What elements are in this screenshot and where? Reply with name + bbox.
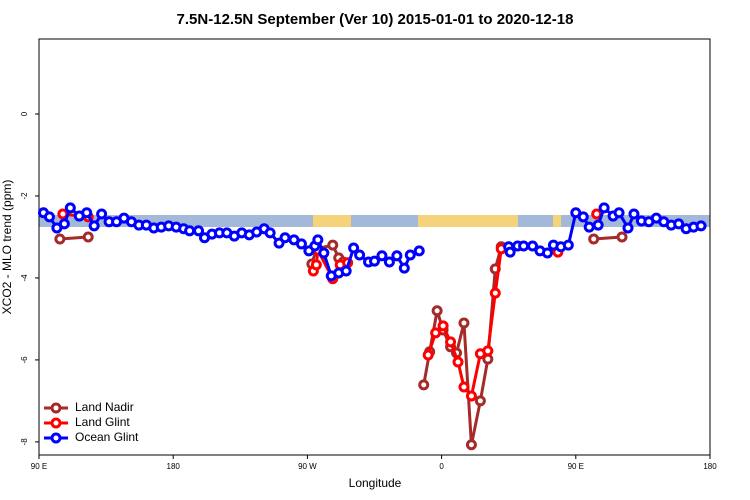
point bbox=[264, 227, 276, 239]
point bbox=[628, 208, 640, 220]
point bbox=[54, 233, 66, 245]
point bbox=[673, 218, 685, 230]
point bbox=[431, 305, 443, 317]
point bbox=[383, 256, 395, 268]
point bbox=[422, 349, 434, 361]
point bbox=[88, 220, 100, 232]
point bbox=[318, 247, 330, 259]
point bbox=[437, 320, 449, 332]
point bbox=[504, 246, 516, 258]
point bbox=[312, 234, 324, 246]
point bbox=[465, 390, 477, 402]
legend-label: Land Glint bbox=[75, 415, 130, 429]
legend-marker bbox=[50, 417, 62, 429]
point bbox=[327, 239, 339, 251]
point bbox=[376, 250, 388, 262]
point bbox=[58, 218, 70, 230]
point bbox=[562, 239, 574, 251]
point bbox=[404, 249, 416, 261]
land-band bbox=[418, 215, 518, 227]
point bbox=[82, 231, 94, 243]
point bbox=[413, 245, 425, 257]
point bbox=[354, 249, 366, 261]
point bbox=[598, 202, 610, 214]
point bbox=[64, 202, 76, 214]
point bbox=[489, 287, 501, 299]
point bbox=[527, 240, 539, 252]
point bbox=[391, 250, 403, 262]
point bbox=[518, 240, 530, 252]
legend-label: Land Nadir bbox=[75, 400, 134, 414]
x-tick-label: 0 bbox=[439, 462, 444, 471]
legend-marker bbox=[50, 432, 62, 444]
point bbox=[418, 379, 430, 391]
point bbox=[452, 356, 464, 368]
y-tick-label: 0 bbox=[20, 111, 29, 116]
point bbox=[458, 381, 470, 393]
point bbox=[193, 225, 205, 237]
point bbox=[583, 221, 595, 233]
point bbox=[541, 247, 553, 259]
point bbox=[96, 208, 108, 220]
point bbox=[588, 233, 600, 245]
point bbox=[616, 231, 628, 243]
x-axis-title: Longitude bbox=[349, 476, 402, 490]
x-tick-label: 90 W bbox=[298, 462, 317, 471]
point bbox=[445, 336, 457, 348]
y-tick-label: -6 bbox=[20, 356, 29, 364]
y-tick-label: -2 bbox=[20, 192, 29, 200]
plot-frame bbox=[38, 38, 711, 456]
x-tick-label: 180 bbox=[167, 462, 181, 471]
point bbox=[482, 345, 494, 357]
y-tick-label: -4 bbox=[20, 274, 29, 282]
y-axis-title: XCO2 - MLO trend (ppm) bbox=[0, 180, 14, 315]
x-tick-label: 90 E bbox=[568, 462, 584, 471]
point bbox=[348, 242, 360, 254]
point bbox=[279, 232, 291, 244]
point bbox=[622, 222, 634, 234]
x-tick-label: 90 E bbox=[31, 462, 47, 471]
point bbox=[340, 265, 352, 277]
point bbox=[592, 219, 604, 231]
point bbox=[695, 220, 707, 232]
point bbox=[369, 255, 380, 267]
surface-band bbox=[39, 215, 710, 227]
point bbox=[430, 327, 442, 339]
point bbox=[295, 238, 307, 250]
x-tick-label: 180 bbox=[703, 462, 717, 471]
chart-title: 7.5N-12.5N September (Ver 10) 2015-01-01… bbox=[177, 11, 574, 28]
point bbox=[465, 439, 477, 451]
point bbox=[310, 259, 322, 271]
legend-label: Ocean Glint bbox=[75, 430, 139, 444]
land-band bbox=[313, 215, 351, 227]
point bbox=[458, 317, 470, 329]
point bbox=[577, 211, 589, 223]
land-band bbox=[553, 215, 561, 227]
point bbox=[474, 395, 486, 407]
point bbox=[43, 211, 55, 223]
point bbox=[184, 225, 196, 237]
point bbox=[81, 207, 93, 219]
point bbox=[613, 207, 625, 219]
y-tick-label: -8 bbox=[20, 438, 29, 446]
point bbox=[398, 262, 410, 274]
legend-marker bbox=[50, 402, 62, 414]
